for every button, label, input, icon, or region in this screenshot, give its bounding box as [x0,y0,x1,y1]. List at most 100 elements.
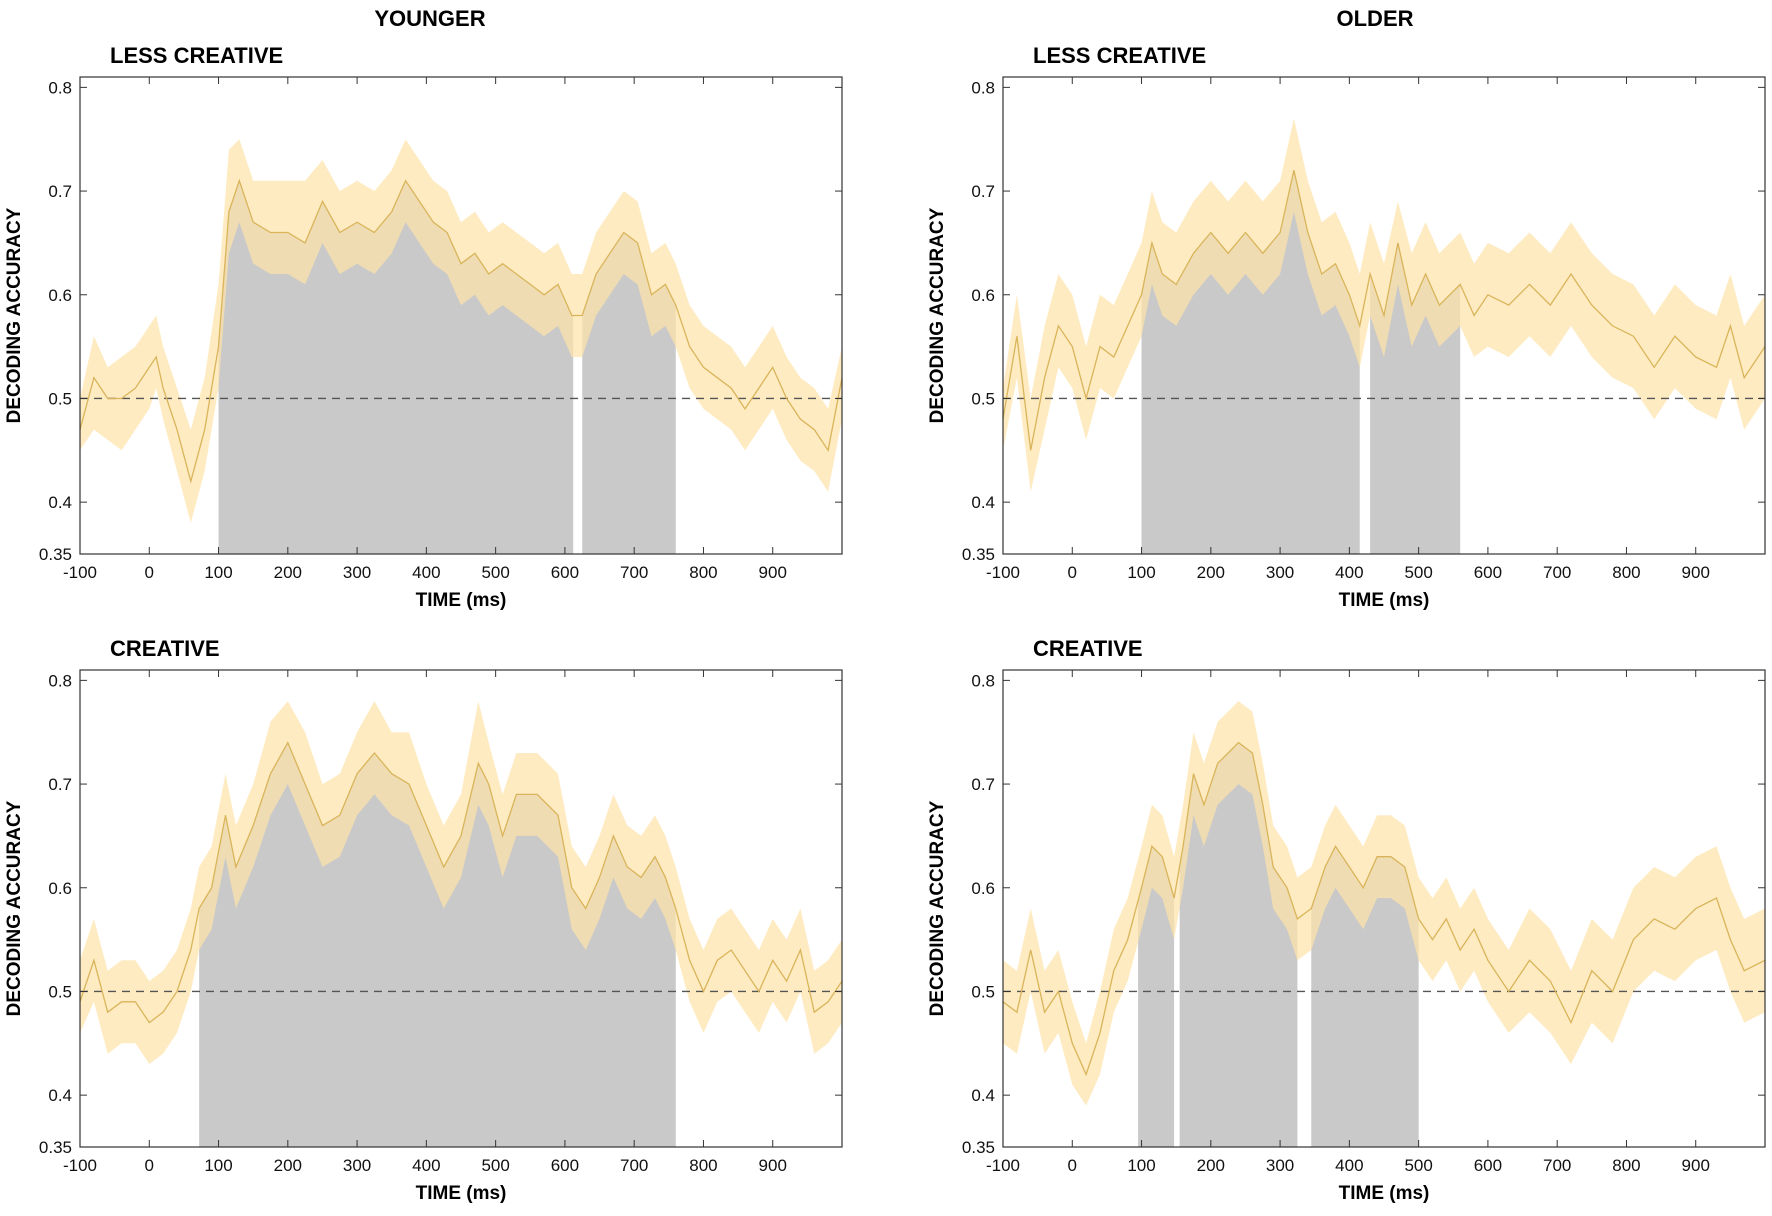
x-tick-label: 600 [551,1156,579,1175]
x-tick-label: 200 [1197,1156,1225,1175]
x-tick-label: 100 [204,1156,232,1175]
x-tick-label: 900 [759,563,787,582]
panel-title: CREATIVE [1033,636,1143,661]
y-tick-label: 0.4 [48,1086,72,1105]
x-tick-label: 900 [1682,1156,1710,1175]
x-axis-label: TIME (ms) [1339,1183,1430,1204]
x-tick-label: 600 [1474,1156,1502,1175]
x-tick-label: 900 [1682,563,1710,582]
x-tick-label: 400 [1335,1156,1363,1175]
panels: LESS CREATIVE 0.35 0.4 0.5 0.6 0.7 0.8 -100 0 100… [4,43,1766,1204]
x-axis-label: TIME (ms) [1339,590,1430,611]
plot-area [80,139,842,554]
x-tick-label: 600 [1474,563,1502,582]
x-tick-label: 100 [1127,563,1155,582]
y-tick-label: 0.5 [971,982,995,1001]
y-tick-label: 0.5 [48,389,72,408]
confidence-band [1003,701,1765,1106]
y-axis-label: DECODING ACCURACY [927,207,948,423]
x-tick-label: 400 [412,563,440,582]
confidence-band [1003,118,1765,492]
y-tick-label: 0.4 [971,1086,995,1105]
y-tick-label: 0.8 [971,671,995,690]
x-tick-label: 800 [1612,563,1640,582]
y-tick-label: 0.7 [971,775,995,794]
x-tick-label: 500 [481,563,509,582]
panel-title: LESS CREATIVE [1033,43,1206,68]
chart-panel: LESS CREATIVE 0.35 0.4 0.5 0.6 0.7 0.8 -100 0 100… [4,43,843,611]
y-tick-label: 0.8 [48,78,72,97]
x-tick-label: 900 [759,1156,787,1175]
x-tick-label: -100 [63,1156,97,1175]
x-tick-label: 100 [204,563,232,582]
x-tick-label: 0 [1068,1156,1077,1175]
mean-accuracy-line [80,741,842,1024]
chart-panel: CREATIVE 0.35 0.4 0.5 0.6 0.7 0.8 -100 0 100 200 30… [927,636,1766,1204]
x-tick-label: 600 [551,563,579,582]
x-tick-label: 100 [1127,1156,1155,1175]
y-tick-label: 0.4 [48,493,72,512]
x-tick-label: -100 [986,1156,1020,1175]
x-tick-label: 300 [343,563,371,582]
mean-accuracy-line [80,178,842,484]
x-tick-label: 200 [274,563,302,582]
significance-window [1138,846,1175,1147]
y-axis-label: DECODING ACCURACY [927,800,948,1016]
y-axis-label: DECODING ACCURACY [4,207,25,423]
mean-accuracy-line [1003,741,1765,1077]
y-tick-label: 0.8 [971,78,995,97]
axes-frame [1002,669,1766,1148]
y-tick-label: 0.6 [48,286,72,305]
y-tick-label: 0.7 [48,775,72,794]
y-tick-label: 0.4 [971,493,995,512]
x-axis-label: TIME (ms) [416,1183,507,1204]
panel-title: LESS CREATIVE [110,43,283,68]
plot-area [1003,701,1765,1147]
x-tick-label: 700 [1543,1156,1571,1175]
y-tick-label: 0.7 [971,182,995,201]
x-tick-label: 400 [412,1156,440,1175]
y-tick-label: 0.6 [971,879,995,898]
panel-title: CREATIVE [110,636,220,661]
mean-accuracy-line [1003,170,1765,451]
x-tick-label: -100 [986,563,1020,582]
y-tick-label: 0.7 [48,182,72,201]
confidence-band [80,139,842,523]
y-tick-label: 0.35 [39,1138,72,1157]
x-tick-label: 0 [1068,563,1077,582]
x-tick-label: 0 [145,563,154,582]
column-title-younger: YOUNGER [374,6,485,31]
x-tick-label: 200 [1197,563,1225,582]
y-tick-label: 0.6 [48,879,72,898]
x-tick-label: 400 [1335,563,1363,582]
plot-area [80,701,842,1147]
y-tick-label: 0.8 [48,671,72,690]
y-tick-label: 0.35 [962,545,995,564]
x-tick-label: 200 [274,1156,302,1175]
x-tick-label: 700 [620,1156,648,1175]
column-title-older: OLDER [1337,6,1414,31]
x-tick-label: 300 [1266,563,1294,582]
x-tick-label: 700 [620,563,648,582]
y-axis-label: DECODING ACCURACY [4,800,25,1016]
y-tick-label: 0.35 [39,545,72,564]
confidence-band [80,701,842,1064]
x-tick-label: 500 [1404,1156,1432,1175]
axes-frame [79,76,843,555]
chart-panel: CREATIVE 0.35 0.4 0.5 0.6 0.7 0.8 -100 0 100 200 30… [4,636,843,1204]
y-tick-label: 0.5 [971,389,995,408]
y-tick-label: 0.35 [962,1138,995,1157]
x-tick-label: 0 [145,1156,154,1175]
x-tick-label: 500 [481,1156,509,1175]
axes-frame [79,669,843,1148]
plot-area [1003,118,1765,554]
x-tick-label: 500 [1404,563,1432,582]
x-tick-label: -100 [63,563,97,582]
y-tick-label: 0.6 [971,286,995,305]
x-tick-label: 300 [343,1156,371,1175]
x-tick-label: 700 [1543,563,1571,582]
y-tick-label: 0.5 [48,982,72,1001]
x-tick-label: 800 [689,1156,717,1175]
significance-window [1311,846,1419,1147]
